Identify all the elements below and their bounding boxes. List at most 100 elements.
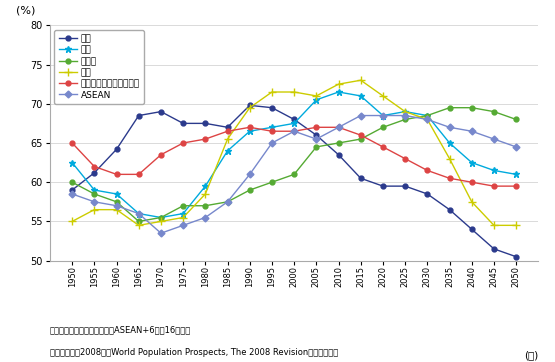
日本 (402, 184, 408, 188)
中国 (224, 149, 231, 153)
豪州・ニュージーランド (91, 164, 98, 169)
中国 (180, 211, 186, 216)
韓国 (202, 192, 209, 196)
中国 (135, 211, 142, 216)
中国 (335, 90, 342, 94)
インド (135, 219, 142, 224)
インド (246, 188, 253, 192)
ASEAN (180, 223, 186, 227)
日本 (513, 254, 519, 259)
韓国 (180, 215, 186, 220)
韓国 (513, 223, 519, 227)
インド (357, 137, 364, 141)
豪州・ニュージーランド (513, 184, 519, 188)
韓国 (113, 207, 120, 212)
韓国 (91, 207, 98, 212)
インド (468, 106, 475, 110)
日本 (224, 125, 231, 130)
中国 (491, 168, 497, 173)
日本 (69, 188, 75, 192)
中国 (202, 184, 209, 188)
ASEAN (446, 125, 453, 130)
日本 (424, 192, 431, 196)
中国 (113, 192, 120, 196)
豪州・ニュージーランド (180, 141, 186, 145)
韓国 (135, 223, 142, 227)
インド (424, 113, 431, 118)
日本 (357, 176, 364, 180)
日本 (446, 207, 453, 212)
ASEAN (491, 137, 497, 141)
韓国 (269, 90, 275, 94)
日本 (202, 121, 209, 126)
豪州・ニュージーランド (269, 129, 275, 133)
豪州・ニュージーランド (446, 176, 453, 180)
Line: 中国: 中国 (69, 89, 519, 221)
ASEAN (313, 137, 320, 141)
中国 (380, 113, 386, 118)
韓国 (380, 94, 386, 98)
豪州・ニュージーランド (224, 129, 231, 133)
Text: (年): (年) (524, 350, 538, 360)
ASEAN (158, 231, 164, 235)
ASEAN (424, 117, 431, 122)
日本 (291, 117, 297, 122)
Line: ASEAN: ASEAN (70, 113, 518, 236)
中国 (446, 141, 453, 145)
日本 (313, 133, 320, 137)
インド (91, 192, 98, 196)
ASEAN (269, 141, 275, 145)
Line: インド: インド (70, 105, 518, 224)
ASEAN (380, 113, 386, 118)
ASEAN (202, 215, 209, 220)
ASEAN (135, 211, 142, 216)
インド (158, 215, 164, 220)
インド (380, 125, 386, 130)
豪州・ニュージーランド (468, 180, 475, 184)
インド (202, 203, 209, 208)
豪州・ニュージーランド (202, 137, 209, 141)
ASEAN (224, 200, 231, 204)
ASEAN (468, 129, 475, 133)
豪州・ニュージーランド (69, 141, 75, 145)
ASEAN (513, 145, 519, 149)
豪州・ニュージーランド (491, 184, 497, 188)
Legend: 日本, 中国, インド, 韓国, 豪州・ニュージーランド, ASEAN: 日本, 中国, インド, 韓国, 豪州・ニュージーランド, ASEAN (54, 30, 144, 104)
日本 (269, 106, 275, 110)
韓国 (335, 82, 342, 87)
豪州・ニュージーランド (135, 172, 142, 177)
豪州・ニュージーランド (380, 145, 386, 149)
日本 (91, 171, 98, 175)
日本 (113, 147, 120, 151)
韓国 (446, 156, 453, 161)
韓国 (357, 78, 364, 83)
Text: (%): (%) (16, 6, 35, 16)
中国 (69, 160, 75, 165)
豪州・ニュージーランド (313, 125, 320, 130)
豪州・ニュージーランド (335, 125, 342, 130)
ASEAN (246, 172, 253, 177)
中国 (313, 98, 320, 102)
中国 (91, 188, 98, 192)
豪州・ニュージーランド (158, 153, 164, 157)
韓国 (424, 117, 431, 122)
韓国 (468, 200, 475, 204)
Line: 豪州・ニュージーランド: 豪州・ニュージーランド (70, 125, 518, 189)
ASEAN (402, 113, 408, 118)
中国 (357, 94, 364, 98)
インド (513, 117, 519, 122)
韓国 (491, 223, 497, 227)
インド (291, 172, 297, 177)
日本 (335, 153, 342, 157)
中国 (158, 215, 164, 220)
韓国 (402, 109, 408, 114)
中国 (402, 109, 408, 114)
韓国 (224, 137, 231, 141)
中国 (246, 129, 253, 133)
インド (313, 145, 320, 149)
日本 (135, 113, 142, 118)
韓国 (246, 106, 253, 110)
豪州・ニュージーランド (246, 125, 253, 130)
韓国 (313, 94, 320, 98)
豪州・ニュージーランド (113, 172, 120, 177)
